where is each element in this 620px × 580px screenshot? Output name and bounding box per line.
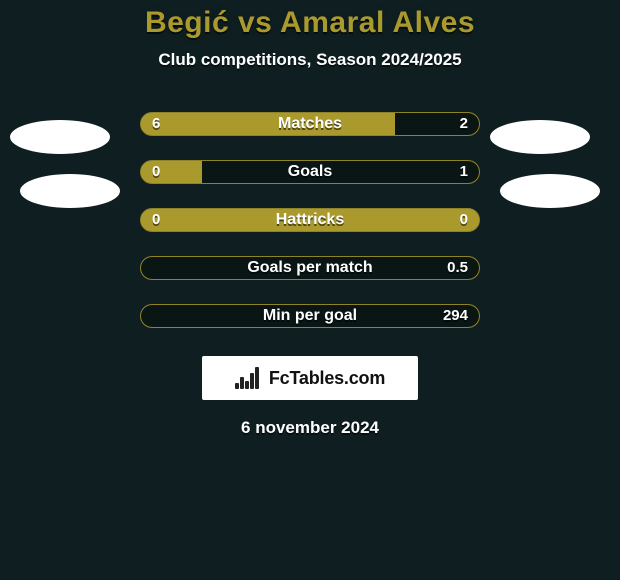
stat-row: Hattricks00 <box>0 208 620 232</box>
right-player-fill <box>395 113 480 135</box>
right-player-fill <box>141 305 479 327</box>
brand-name: FcTables.com <box>269 368 385 389</box>
logo-bar <box>245 381 249 389</box>
stat-row: Matches62 <box>0 112 620 136</box>
left-player-fill <box>141 113 395 135</box>
logo-bar <box>240 377 244 389</box>
brand-logo: FcTables.com <box>202 356 418 400</box>
stat-bar-track <box>140 256 480 280</box>
stat-row: Goals01 <box>0 160 620 184</box>
subtitle: Club competitions, Season 2024/2025 <box>0 50 620 70</box>
page-title: Begić vs Amaral Alves <box>0 0 620 40</box>
left-player-fill <box>141 209 479 231</box>
comparison-card: Begić vs Amaral Alves Club competitions,… <box>0 0 620 580</box>
stat-row: Min per goal294 <box>0 304 620 328</box>
stat-bar-track <box>140 160 480 184</box>
stat-row: Goals per match0.5 <box>0 256 620 280</box>
logo-bar <box>250 373 254 389</box>
left-player-fill <box>141 161 202 183</box>
update-date: 6 november 2024 <box>0 418 620 438</box>
logo-bar <box>235 383 239 389</box>
stat-bar-track <box>140 304 480 328</box>
logo-bar <box>255 367 259 389</box>
bar-chart-icon <box>235 367 263 389</box>
right-player-fill <box>202 161 479 183</box>
right-player-fill <box>141 257 479 279</box>
stat-bar-track <box>140 112 480 136</box>
stat-bar-track <box>140 208 480 232</box>
